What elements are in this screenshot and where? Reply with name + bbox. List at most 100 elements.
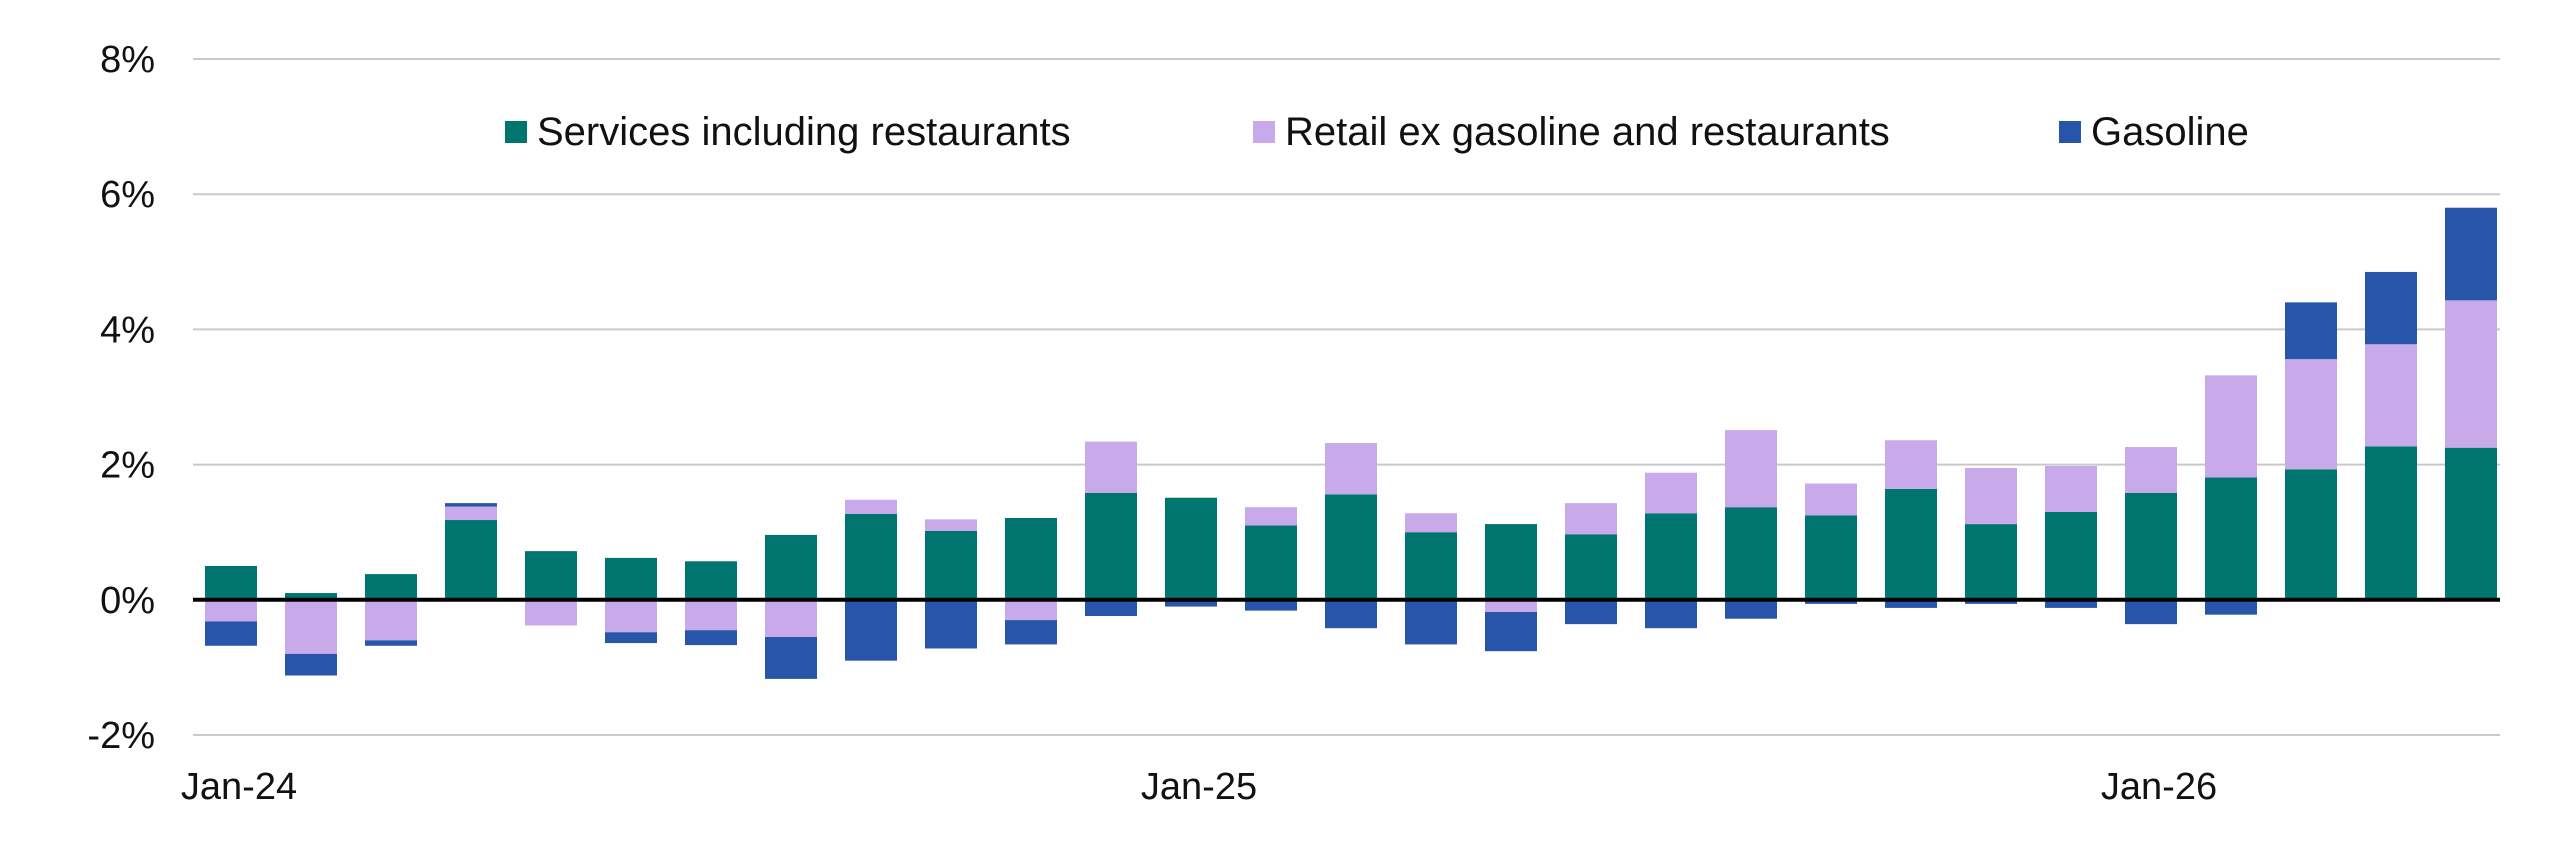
- x-tick-label: Jan-26: [2101, 766, 2217, 808]
- legend-gasoline-swatch: [2059, 121, 2081, 143]
- bar-gasoline-oct-24: [925, 599, 977, 649]
- bar-retail-apr-24: [445, 506, 497, 521]
- bar-services-feb-25: [1245, 525, 1297, 600]
- bar-services-mar-26: [2285, 469, 2337, 600]
- bar-gasoline-jul-24: [685, 630, 737, 646]
- bar-retail-feb-24: [285, 599, 337, 654]
- bar-retail-mar-24: [365, 599, 417, 641]
- bar-services-dec-25: [2045, 511, 2097, 600]
- legend-gasoline-label: Gasoline: [2091, 110, 2249, 154]
- bar-services-apr-25: [1405, 532, 1457, 600]
- legend: Services including restaurants Retail ex …: [505, 110, 2249, 154]
- bar-services-jul-25: [1645, 513, 1697, 600]
- y-axis-ticks: 8% 6% 4% 2% 0% -2%: [87, 39, 155, 757]
- legend-services-swatch: [505, 121, 527, 143]
- bar-gasoline-sep-24: [845, 599, 897, 661]
- bar-services-oct-24: [925, 530, 977, 600]
- bar-retail-may-25: [1485, 599, 1537, 612]
- bar-gasoline-dec-24: [1085, 599, 1137, 617]
- bar-retail-apr-25: [1405, 513, 1457, 533]
- bar-retail-sep-25: [1805, 483, 1857, 516]
- bar-gasoline-sep-25: [1805, 599, 1857, 604]
- bar-retail-nov-24: [1005, 599, 1057, 621]
- bar-retail-dec-25: [2045, 465, 2097, 512]
- bar-services-nov-24: [1005, 518, 1057, 600]
- y-tick-label: 8%: [100, 39, 155, 81]
- bar-gasoline-apr-24: [445, 503, 497, 507]
- bar-retail-jun-25: [1565, 503, 1617, 535]
- bar-services-jan-26: [2125, 492, 2177, 600]
- bar-retail-nov-25: [1965, 467, 2017, 525]
- bar-services-jan-25: [1165, 497, 1217, 600]
- bar-gasoline-jan-24: [205, 621, 257, 646]
- bar-services-apr-24: [445, 520, 497, 600]
- bar-services-aug-24: [765, 534, 817, 600]
- bar-services-feb-24: [285, 593, 337, 600]
- y-tick-label: 4%: [100, 309, 155, 351]
- bar-gasoline-aug-24: [765, 636, 817, 679]
- bar-gasoline-mar-26: [2285, 302, 2337, 360]
- bar-services-sep-24: [845, 513, 897, 600]
- bar-services-may-26: [2445, 447, 2497, 600]
- y-tick-label: 0%: [100, 580, 155, 622]
- bar-retail-jan-24: [205, 599, 257, 622]
- bar-gasoline-apr-25: [1405, 599, 1457, 645]
- legend-services-label: Services including restaurants: [537, 110, 1071, 154]
- bar-gasoline-dec-25: [2045, 599, 2097, 608]
- bar-services-jun-24: [605, 557, 657, 600]
- bar-gasoline-mar-25: [1325, 599, 1377, 629]
- bar-retail-apr-26: [2365, 344, 2417, 447]
- bar-gasoline-mar-24: [365, 640, 417, 646]
- bar-gasoline-may-25: [1485, 611, 1537, 652]
- bar-retail-aug-24: [765, 599, 817, 637]
- bar-retail-jul-24: [685, 599, 737, 631]
- bar-services-jun-25: [1565, 534, 1617, 600]
- bar-retail-sep-24: [845, 499, 897, 514]
- bar-retail-mar-25: [1325, 442, 1377, 495]
- bar-gasoline-jun-25: [1565, 599, 1617, 625]
- bar-gasoline-jul-25: [1645, 599, 1697, 629]
- bar-services-mar-25: [1325, 494, 1377, 600]
- bar-retail-mar-26: [2285, 359, 2337, 470]
- bar-services-jan-24: [205, 566, 257, 600]
- bar-services-dec-24: [1085, 492, 1137, 600]
- bar-retail-jul-25: [1645, 472, 1697, 514]
- bar-gasoline-jun-24: [605, 632, 657, 644]
- bar-retail-may-26: [2445, 300, 2497, 448]
- bar-services-mar-24: [365, 574, 417, 600]
- bar-retail-may-24: [525, 599, 577, 626]
- bar-gasoline-jan-25: [1165, 599, 1217, 607]
- bar-gasoline-jan-26: [2125, 599, 2177, 625]
- bar-services-nov-25: [1965, 524, 2017, 600]
- legend-retail-swatch: [1253, 121, 1275, 143]
- bar-retail-jun-24: [605, 599, 657, 633]
- bar-services-apr-26: [2365, 446, 2417, 600]
- bar-retail-feb-26: [2205, 375, 2257, 478]
- bar-retail-oct-24: [925, 519, 977, 531]
- bar-services-feb-26: [2205, 477, 2257, 600]
- bar-gasoline-oct-25: [1885, 599, 1937, 608]
- x-tick-label: Jan-24: [181, 766, 297, 808]
- y-tick-label: 2%: [100, 445, 155, 487]
- bar-gasoline-feb-24: [285, 653, 337, 676]
- bar-services-may-25: [1485, 524, 1537, 600]
- bar-gasoline-feb-25: [1245, 599, 1297, 611]
- bar-retail-dec-24: [1085, 441, 1137, 493]
- x-tick-label: Jan-25: [1141, 766, 1257, 808]
- bar-gasoline-aug-25: [1725, 599, 1777, 619]
- bar-gasoline-feb-26: [2205, 599, 2257, 615]
- bar-services-aug-25: [1725, 507, 1777, 600]
- bar-gasoline-nov-24: [1005, 620, 1057, 645]
- y-tick-label: -2%: [87, 715, 155, 757]
- bar-retail-jan-26: [2125, 447, 2177, 493]
- bar-retail-oct-25: [1885, 440, 1937, 489]
- bar-services-jul-24: [685, 561, 737, 600]
- bar-services-may-24: [525, 551, 577, 600]
- gridlines: [193, 58, 2500, 736]
- legend-retail-label: Retail ex gasoline and restaurants: [1285, 110, 1890, 154]
- bar-services-sep-25: [1805, 515, 1857, 600]
- bar-services-oct-25: [1885, 488, 1937, 600]
- bar-gasoline-nov-25: [1965, 599, 2017, 604]
- bar-retail-aug-25: [1725, 430, 1777, 508]
